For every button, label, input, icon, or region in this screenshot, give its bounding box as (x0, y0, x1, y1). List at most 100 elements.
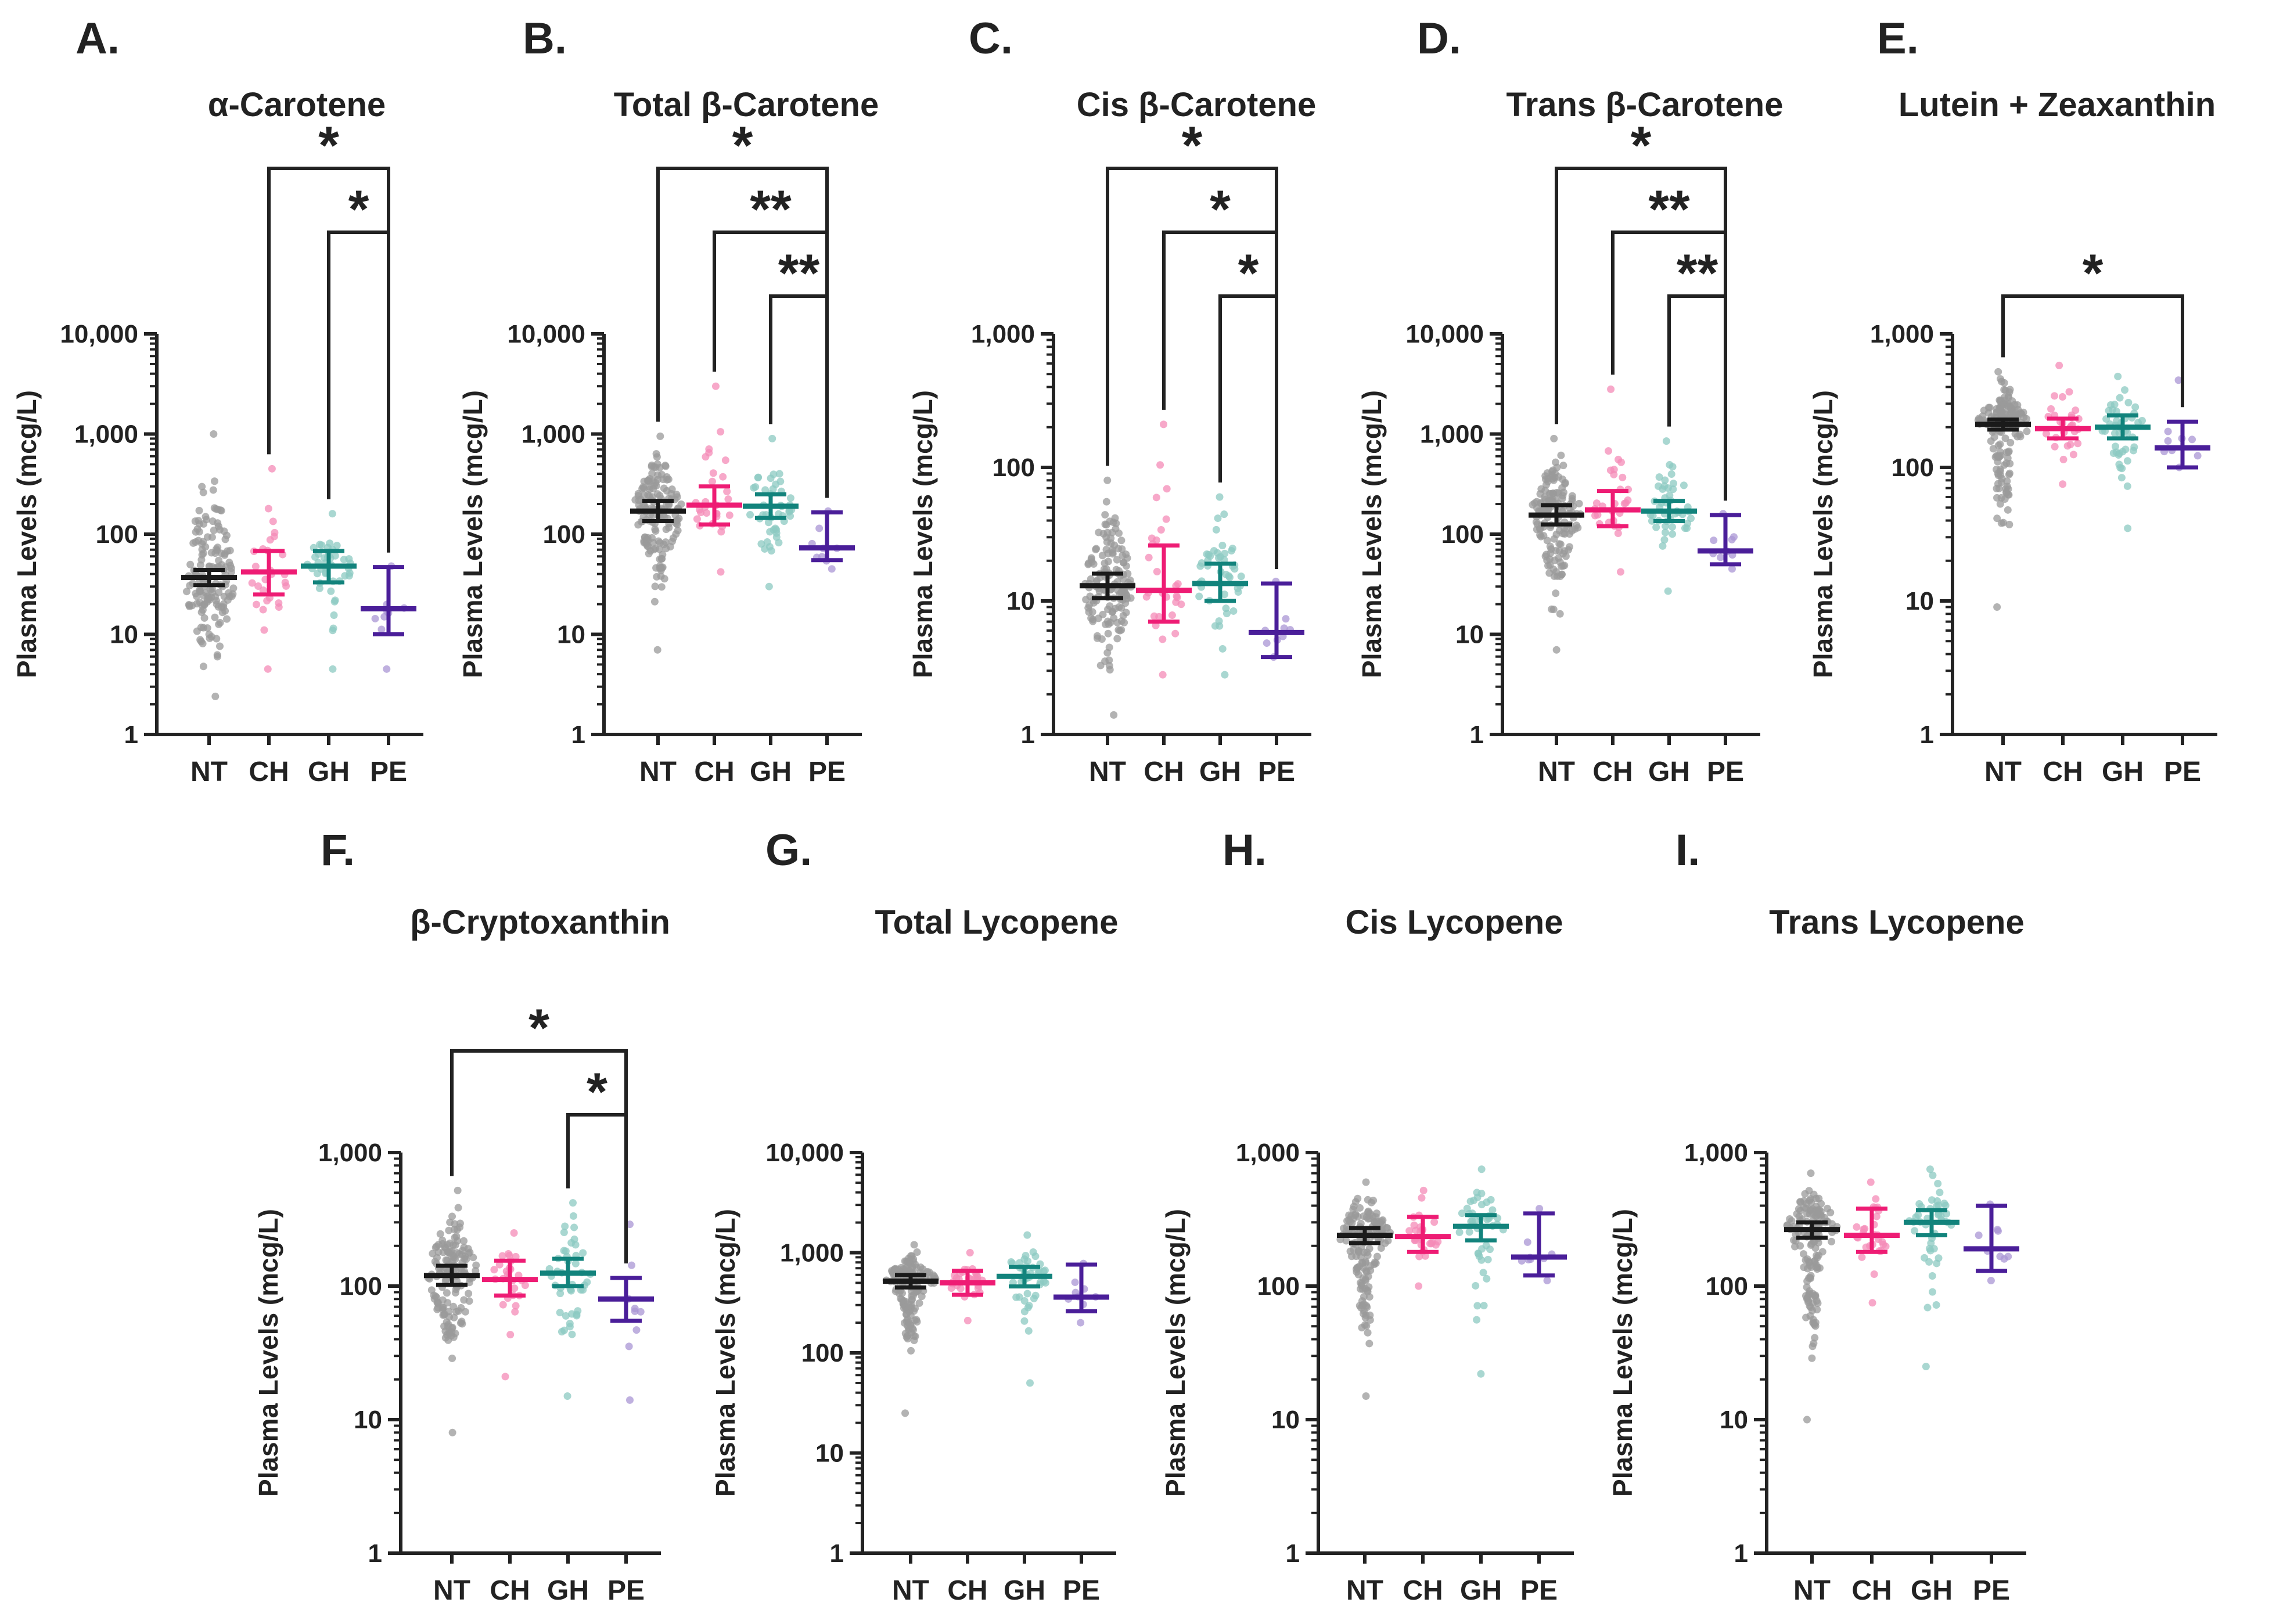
data-point (2058, 393, 2066, 401)
data-point (457, 1303, 465, 1312)
data-point (2112, 448, 2120, 456)
significance-bracket (566, 1113, 628, 1264)
data-point (1364, 1251, 1372, 1259)
data-point (1537, 532, 1545, 541)
data-point (197, 638, 205, 646)
data-point (1549, 606, 1558, 614)
y-tick-label: 10,000 (765, 1139, 844, 1167)
data-point (1282, 615, 1290, 623)
data-point (1941, 1201, 1950, 1209)
data-point (1544, 561, 1552, 570)
chart-panel: A. α-Carotene 1 10 100 1,000 10,000 Plasma Leve… (12, 14, 423, 787)
data-point (199, 662, 207, 671)
data-point (499, 1301, 507, 1309)
data-point (330, 611, 338, 620)
data-point (1095, 587, 1103, 595)
data-point (657, 566, 665, 574)
data-point (450, 1313, 458, 1321)
data-point (1872, 1195, 1880, 1203)
data-point (971, 1274, 979, 1282)
data-point (1662, 437, 1670, 445)
data-point (1023, 1231, 1031, 1239)
panel-letter: B. (523, 14, 567, 63)
data-point (1717, 553, 1725, 561)
data-point (1607, 385, 1615, 393)
data-point (182, 588, 190, 596)
data-point (963, 1316, 972, 1324)
y-tick-label: 10,000 (1405, 320, 1484, 348)
data-point (1928, 1272, 1936, 1280)
data-point (1093, 632, 1101, 640)
data-point (2114, 372, 2122, 380)
data-point (719, 473, 727, 481)
data-point (1550, 434, 1558, 442)
data-point (709, 469, 717, 477)
data-point (1362, 1259, 1370, 1267)
data-point (465, 1290, 473, 1298)
data-point (2013, 401, 2022, 409)
data-point (947, 1284, 955, 1292)
x-category-label: CH (1851, 1575, 1892, 1606)
data-point (1796, 1198, 1804, 1206)
data-point (1364, 1328, 1372, 1337)
data-point (1102, 533, 1110, 541)
data-point (775, 470, 783, 478)
panel-title: Cis β-Carotene (1077, 86, 1317, 124)
data-point (383, 665, 391, 673)
data-point (1803, 1283, 1811, 1291)
data-point (1370, 1218, 1378, 1226)
data-point (890, 1266, 898, 1274)
panel-title: Cis Lycopene (1346, 903, 1563, 941)
x-category-label: CH (2043, 757, 2083, 787)
data-point (1571, 525, 1579, 533)
data-point (215, 642, 224, 650)
data-point (703, 509, 711, 517)
data-point (2002, 488, 2010, 496)
data-point (1358, 1297, 1366, 1305)
data-point (1610, 466, 1618, 474)
data-point (1094, 614, 1102, 622)
data-point (1614, 530, 1622, 538)
data-point (521, 1281, 529, 1290)
data-point (1101, 559, 1109, 567)
data-point (1342, 1237, 1350, 1245)
data-point (229, 584, 238, 592)
x-category-label: CH (1403, 1575, 1443, 1606)
data-point (957, 1284, 965, 1292)
chart-panel: D. Trans β-Carotene 1 10 100 1,000 10,000 Plasm… (1357, 14, 1783, 787)
data-point (2174, 376, 2182, 384)
data-point (1195, 592, 1203, 600)
y-tick-label: 1,000 (1684, 1139, 1748, 1167)
data-point (1071, 1278, 1079, 1286)
x-category-label: GH (308, 757, 350, 787)
data-point (1024, 1327, 1033, 1335)
y-tick-label: 1,000 (1870, 320, 1934, 348)
data-point (1710, 536, 1718, 545)
data-point (328, 510, 336, 518)
data-point (2018, 410, 2026, 418)
data-point (1082, 596, 1090, 604)
data-point (908, 1292, 916, 1300)
data-point (902, 1265, 910, 1273)
data-point (1661, 476, 1669, 484)
data-point (1813, 1211, 1821, 1219)
data-point (1669, 530, 1677, 538)
x-category-label: GH (1911, 1575, 1953, 1606)
data-point (1987, 1276, 1995, 1284)
data-point (1093, 577, 1101, 585)
data-point (198, 551, 206, 559)
data-point (1346, 1247, 1354, 1255)
data-point (2123, 428, 2131, 437)
significance-label: * (348, 180, 369, 239)
data-point (913, 1248, 921, 1256)
y-tick-label: 10 (815, 1439, 844, 1468)
data-point (1117, 588, 1126, 596)
data-point (1234, 588, 1242, 596)
data-point (472, 1261, 480, 1269)
significance-label: * (318, 116, 339, 175)
data-point (2004, 506, 2012, 514)
data-point (1216, 493, 1224, 501)
data-point (195, 528, 203, 536)
data-point (1221, 671, 1229, 679)
data-point (1204, 550, 1213, 559)
